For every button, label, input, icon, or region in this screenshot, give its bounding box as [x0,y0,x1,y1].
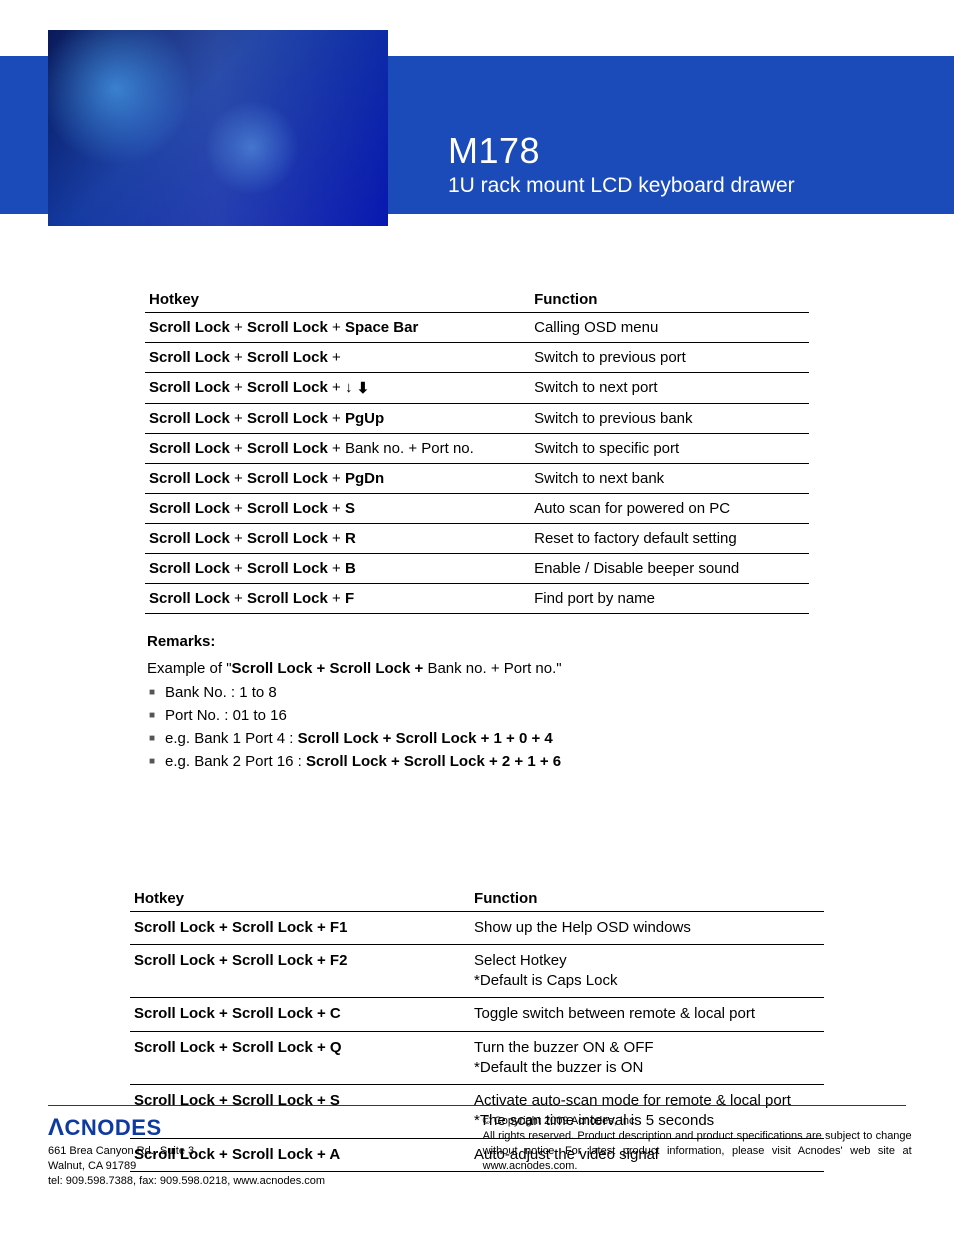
table-row: Scroll Lock + Scroll Lock + ↓ ⬇Switch to… [145,373,809,404]
hotkey-cell: Scroll Lock + Scroll Lock + F2 [130,944,470,998]
table2-header-function: Function [470,884,824,912]
hotkey-cell: Scroll Lock + Scroll Lock + PgUp [145,404,530,434]
function-cell: Find port by name [530,584,809,614]
table-row: Scroll Lock + Scroll Lock + BEnable / Di… [145,554,809,584]
hotkey-cell: Scroll Lock + Scroll Lock + Q [130,1031,470,1085]
hotkey-cell: Scroll Lock + Scroll Lock + S [145,494,530,524]
header-circuit-image [48,30,388,226]
remarks-item: Bank No. : 1 to 8 [149,681,809,704]
table-row: Scroll Lock + Scroll Lock + QTurn the bu… [130,1031,824,1085]
table-row: Scroll Lock + Scroll Lock + PgDnSwitch t… [145,464,809,494]
table2-header-hotkey: Hotkey [130,884,470,912]
hotkey-cell: Scroll Lock + Scroll Lock + B [145,554,530,584]
hotkey-cell: Scroll Lock + Scroll Lock + F1 [130,911,470,944]
function-cell: Toggle switch between remote & local por… [470,998,824,1031]
remarks-item: e.g. Bank 1 Port 4 : Scroll Lock + Scrol… [149,727,809,750]
table-row: Scroll Lock + Scroll Lock + Space BarCal… [145,313,809,343]
hotkey-cell: Scroll Lock + Scroll Lock + F [145,584,530,614]
function-cell: Reset to factory default setting [530,524,809,554]
table-row: Scroll Lock + Scroll Lock + PgUpSwitch t… [145,404,809,434]
remarks-title: Remarks: [147,630,809,653]
hotkey-cell: Scroll Lock + Scroll Lock + [145,343,530,373]
footer-left: ΛCNODES 661 Brea Canyon Rd., Suite 3Waln… [48,1114,443,1189]
arrow-down-icon: ⬇ [357,379,370,397]
model-number: M178 [448,130,795,172]
remarks-section: Remarks: Example of "Scroll Lock + Scrol… [145,630,809,774]
footer-address: 661 Brea Canyon Rd., Suite 3Walnut, CA 9… [48,1144,443,1189]
footer-legal: All rights reserved. Product description… [483,1129,912,1174]
table-row: Scroll Lock + Scroll Lock + FFind port b… [145,584,809,614]
page-footer: ΛCNODES 661 Brea Canyon Rd., Suite 3Waln… [48,1105,906,1189]
hotkey-cell: Scroll Lock + Scroll Lock + PgDn [145,464,530,494]
acnodes-logo: ΛCNODES [48,1114,443,1142]
function-cell: Switch to next port [530,373,809,404]
hotkey-table-1: Hotkey Function Scroll Lock + Scroll Loc… [145,285,809,614]
table-row: Scroll Lock + Scroll Lock + Bank no. + P… [145,434,809,464]
function-cell: Auto scan for powered on PC [530,494,809,524]
function-cell: Switch to next bank [530,464,809,494]
hotkey-cell: Scroll Lock + Scroll Lock + C [130,998,470,1031]
remarks-list: Bank No. : 1 to 8Port No. : 01 to 16e.g.… [147,681,809,774]
table-row: Scroll Lock + Scroll Lock + F2Select Hot… [130,944,824,998]
function-cell: Switch to previous port [530,343,809,373]
function-cell: Show up the Help OSD windows [470,911,824,944]
footer-copyright: © Copyright 2009 Acnodes, Inc. [483,1114,912,1129]
function-cell: Calling OSD menu [530,313,809,343]
function-cell: Enable / Disable beeper sound [530,554,809,584]
table1-header-hotkey: Hotkey [145,285,530,313]
remarks-item: Port No. : 01 to 16 [149,704,809,727]
table-row: Scroll Lock + Scroll Lock + F1Show up th… [130,911,824,944]
function-cell: Select Hotkey*Default is Caps Lock [470,944,824,998]
remarks-intro: Example of "Scroll Lock + Scroll Lock + … [147,657,809,680]
function-cell: Turn the buzzer ON & OFF*Default the buz… [470,1031,824,1085]
hotkey-cell: Scroll Lock + Scroll Lock + Bank no. + P… [145,434,530,464]
table-row: Scroll Lock + Scroll Lock + Switch to pr… [145,343,809,373]
header-title-block: M178 1U rack mount LCD keyboard drawer [448,130,795,198]
table-row: Scroll Lock + Scroll Lock + RReset to fa… [145,524,809,554]
hotkey-cell: Scroll Lock + Scroll Lock + R [145,524,530,554]
table1-header-function: Function [530,285,809,313]
table-row: Scroll Lock + Scroll Lock + CToggle swit… [130,998,824,1031]
footer-right: © Copyright 2009 Acnodes, Inc. All right… [483,1114,912,1189]
hotkey-cell: Scroll Lock + Scroll Lock + Space Bar [145,313,530,343]
function-cell: Switch to previous bank [530,404,809,434]
remarks-item: e.g. Bank 2 Port 16 : Scroll Lock + Scro… [149,750,809,773]
table-row: Scroll Lock + Scroll Lock + SAuto scan f… [145,494,809,524]
page-header: M178 1U rack mount LCD keyboard drawer [0,0,954,225]
hotkey-cell: Scroll Lock + Scroll Lock + ↓ ⬇ [145,373,530,404]
product-subtitle: 1U rack mount LCD keyboard drawer [448,174,795,198]
function-cell: Switch to specific port [530,434,809,464]
